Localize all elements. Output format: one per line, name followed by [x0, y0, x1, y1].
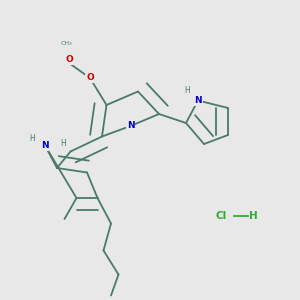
Text: H: H: [249, 211, 258, 221]
Text: Cl: Cl: [216, 211, 227, 221]
Text: H: H: [184, 86, 190, 95]
Text: H: H: [60, 139, 66, 148]
Text: CH₃: CH₃: [60, 41, 72, 46]
Text: O: O: [86, 74, 94, 82]
Text: O: O: [65, 56, 73, 64]
Text: N: N: [127, 122, 134, 130]
Text: H: H: [29, 134, 35, 143]
Text: N: N: [194, 96, 202, 105]
Text: N: N: [41, 141, 49, 150]
